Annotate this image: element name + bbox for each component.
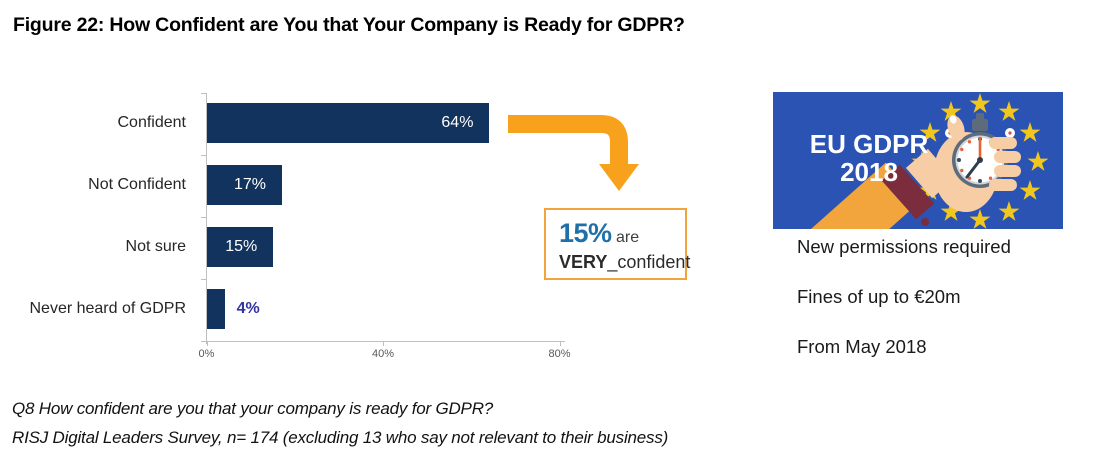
fact-from-date: From May 2018 bbox=[797, 336, 927, 357]
badge-line1: EU GDPR bbox=[810, 129, 929, 159]
bar-row: Never heard of GDPR 4% bbox=[0, 278, 600, 340]
y-axis-tick bbox=[201, 217, 206, 218]
bar-value-label: 15% bbox=[225, 238, 258, 255]
callout-are: are bbox=[611, 229, 640, 246]
fact-new-permissions: New permissions required bbox=[797, 236, 1011, 257]
category-label: Not Confident bbox=[88, 176, 186, 193]
footnote-question: Q8 How confident are you that your compa… bbox=[12, 399, 494, 418]
eu-gdpr-badge: EU GDPR 2018 bbox=[773, 92, 1063, 229]
x-axis-tick-label: 80% bbox=[548, 348, 571, 360]
bar bbox=[207, 227, 274, 267]
callout-very: VERY bbox=[559, 251, 608, 272]
x-axis-tick-label: 40% bbox=[371, 348, 395, 360]
bar bbox=[207, 165, 282, 205]
category-label: Not sure bbox=[125, 238, 186, 255]
x-axis-tick bbox=[383, 341, 384, 346]
x-axis-tick bbox=[206, 341, 208, 346]
y-axis-tick bbox=[201, 341, 206, 342]
bar-value-label: 4% bbox=[236, 300, 260, 317]
category-label: Never heard of GDPR bbox=[29, 300, 186, 317]
category-label: Confident bbox=[117, 114, 187, 131]
y-axis-tick bbox=[201, 93, 206, 94]
fact-fines: Fines of up to €20m bbox=[797, 286, 961, 307]
bar-value-label: 64% bbox=[441, 114, 474, 131]
bar-value-label: 17% bbox=[234, 176, 267, 193]
bar-row: Not sure 15% bbox=[0, 216, 600, 278]
x-axis-line bbox=[206, 341, 565, 342]
x-axis-tick bbox=[559, 341, 561, 346]
bar bbox=[207, 103, 490, 143]
y-axis-tick bbox=[201, 279, 206, 280]
footnote-source: RISJ Digital Leaders Survey, n= 174 (exc… bbox=[12, 428, 669, 447]
bar-chart: Confident 64% Not Confident 17% Not sure 15% N… bbox=[0, 92, 600, 382]
callout-separator: _ bbox=[607, 251, 618, 272]
bar bbox=[207, 289, 225, 329]
bar-row: Confident 64% bbox=[0, 92, 600, 154]
y-axis-tick bbox=[201, 155, 206, 156]
callout-confident: confident bbox=[617, 251, 691, 272]
bar-row: Not Confident 17% bbox=[0, 154, 600, 216]
figure-title: Figure 22: How Confident are You that Yo… bbox=[13, 14, 685, 36]
badge-line2: 2018 bbox=[840, 157, 898, 187]
callout-box: 15% are VERY_confident bbox=[544, 208, 691, 280]
footnotes: Q8 How confident are you that your compa… bbox=[12, 394, 668, 452]
hand-with-stopwatch-icon bbox=[810, 113, 1021, 229]
x-axis-tick-label: 0% bbox=[198, 348, 215, 360]
callout-percent: 15% bbox=[559, 218, 612, 248]
orange-arrow-icon bbox=[508, 115, 639, 191]
y-axis-line bbox=[206, 93, 207, 344]
